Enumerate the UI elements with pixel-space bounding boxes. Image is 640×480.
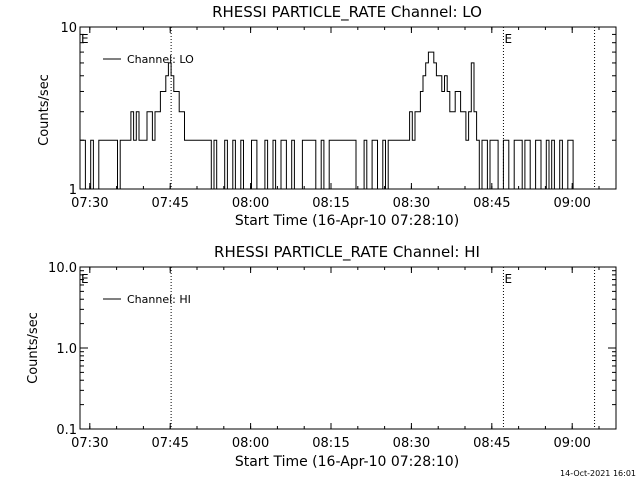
x-tick-label: 08:00 <box>232 436 269 451</box>
y-tick-label: 1.0 <box>56 342 77 357</box>
event-marker: E <box>504 272 512 286</box>
x-tick-label: 08:15 <box>312 196 349 211</box>
x-tick-label: 08:30 <box>393 196 430 211</box>
hi-chart-title: RHESSI PARTICLE_RATE Channel: HI <box>214 243 480 262</box>
x-tick-label: 07:30 <box>71 196 108 211</box>
y-tick-label: 0.1 <box>56 423 77 438</box>
x-tick-label: 07:45 <box>151 196 188 211</box>
footer-date: 14-Oct-2021 16:01 <box>560 469 636 478</box>
x-tick-label: 07:30 <box>71 436 108 451</box>
x-tick-label: 07:45 <box>151 436 188 451</box>
lo-legend-label: Channel: LO <box>127 53 194 66</box>
hi-plot-frame <box>79 266 617 430</box>
x-tick-label: 08:00 <box>232 196 269 211</box>
series-line <box>80 51 579 190</box>
hi-channel-panel: RHESSI PARTICLE_RATE Channel: HI 07:30 07… <box>26 243 617 470</box>
lo-series-group <box>80 51 579 190</box>
x-tick-label: 08:15 <box>312 436 349 451</box>
hi-axis-ticks: 07:30 07:45 08:00 08:15 08:30 08:45 09:00 0.1 1.… <box>48 261 616 451</box>
lo-channel-panel: RHESSI PARTICLE_RATE Channel: LO 07:30 07… <box>37 3 617 229</box>
y-tick-label: 1 <box>69 183 77 198</box>
lo-y-axis-label: Counts/sec <box>37 74 52 146</box>
x-tick-label: 08:30 <box>393 436 430 451</box>
y-tick-label: 10 <box>60 21 77 36</box>
lo-chart-title: RHESSI PARTICLE_RATE Channel: LO <box>212 3 482 22</box>
lo-plot-frame <box>79 26 617 190</box>
hi-legend-label: Channel: HI <box>127 293 191 306</box>
x-tick-label: 09:00 <box>553 436 590 451</box>
hi-vertical-lines <box>170 267 596 429</box>
x-tick-label: 08:45 <box>473 196 510 211</box>
y-tick-label: 10.0 <box>48 261 77 276</box>
event-marker: E <box>81 32 89 46</box>
hi-x-axis-label: Start Time (16-Apr-10 07:28:10) <box>235 454 459 470</box>
x-tick-label: 09:00 <box>553 196 590 211</box>
hi-y-axis-label: Counts/sec <box>26 312 41 384</box>
event-marker: E <box>504 32 512 46</box>
event-marker: E <box>81 272 89 286</box>
lo-x-axis-label: Start Time (16-Apr-10 07:28:10) <box>235 213 459 229</box>
x-tick-label: 08:45 <box>473 436 510 451</box>
lo-axis-ticks: 07:30 07:45 08:00 08:15 08:30 08:45 09:00 1 10 <box>60 21 616 211</box>
